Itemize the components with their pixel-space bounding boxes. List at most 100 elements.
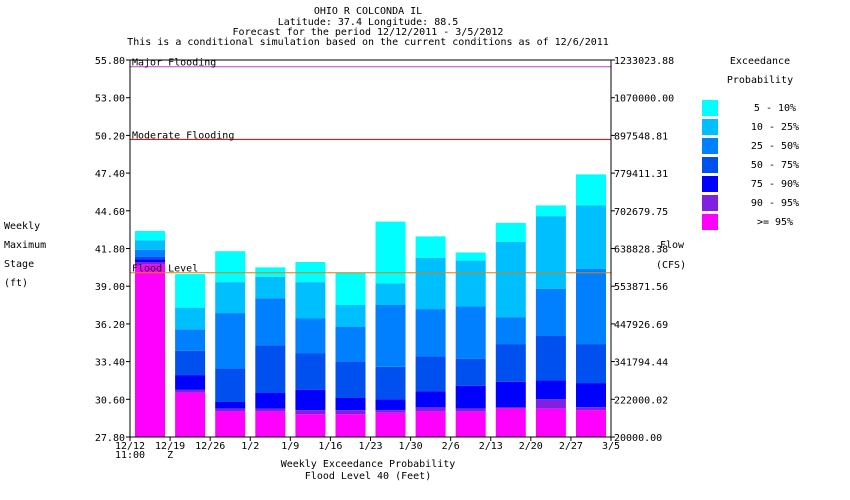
y-tick-label-5: 41.80 [95,245,125,256]
bar-segment-12/12-1 [135,240,165,250]
bar-segment-1/2-2 [255,298,286,346]
bar-week-1/30 [415,236,446,437]
x-tick-label-10: 2/20 [519,441,543,452]
bar-segment-1/23-0 [375,221,406,284]
legend-label-0: 5 - 10% [754,103,796,114]
bar-segment-2/13-1 [495,241,526,318]
x-tick-label-0: 12/12 [115,441,145,452]
x-axis-sublabel: Flood Level 40 (Feet) [305,471,431,482]
bar-segment-1/9-1 [295,282,326,319]
bar-week-1/9 [295,262,326,437]
bars-group [135,174,606,437]
bar-week-12/19 [175,274,206,437]
bar-segment-2/6-2 [455,306,486,359]
bar-segment-1/23-1 [375,283,406,305]
y-tick-label-0: 27.80 [95,433,125,444]
bar-segment-12/19-6 [175,392,206,437]
bar-segment-2/13-4 [495,381,526,408]
bar-segment-2/20-2 [535,288,566,336]
chart-header: OHIO R COLCONDA IL Latitude: 37.4 Longit… [127,6,609,48]
bar-segment-2/13-0 [495,222,526,242]
y-tick-label-7: 47.40 [95,169,125,180]
bar-segment-12/26-6 [215,411,246,437]
header-line-4: This is a conditional simulation based o… [127,37,609,48]
y-axis-label: Weekly Maximum Stage (ft) [4,221,46,289]
y-tick-label-6: 44.60 [95,207,125,218]
y2-tick-label-7: 779411.31 [614,169,668,180]
bar-segment-1/16-4 [335,398,366,411]
bar-segment-12/12-6 [135,264,165,437]
x-tick-label-2: 12/26 [195,441,225,452]
legend-title-line-2: Probability [727,75,793,86]
legend-swatch-0 [702,100,718,116]
bar-segment-2/27-3 [576,344,606,384]
bar-segment-1/30-1 [415,257,446,310]
x-tick-label-4: 1/9 [281,441,299,452]
bar-segment-12/26-1 [215,282,246,314]
bar-segment-1/2-3 [255,345,286,393]
header-line-2: Latitude: 37.4 Longitude: 88.5 [278,17,459,28]
bar-segment-12/19-0 [175,274,206,308]
bar-week-12/26 [215,251,246,437]
bar-segment-12/12-4 [135,259,165,262]
bar-segment-2/6-4 [455,385,486,409]
bar-segment-1/16-2 [335,326,366,362]
bar-segment-1/9-6 [295,414,326,437]
y-tick-label-10: 55.80 [95,56,125,67]
bar-segment-12/26-2 [215,313,246,369]
bar-segment-1/23-2 [375,305,406,367]
bar-week-2/27 [576,174,606,437]
bar-week-2/20 [535,205,566,437]
bar-segment-1/2-4 [255,392,286,409]
bar-segment-2/27-5 [576,407,606,411]
y2-tick-label-6: 702679.75 [614,207,668,218]
bar-segment-2/27-6 [576,410,606,437]
legend-label-5: 90 - 95% [751,198,799,209]
y2-tick-label-5: 638828.38 [614,245,668,256]
bar-segment-2/27-1 [576,205,606,269]
legend-label-6: >= 95% [757,217,793,228]
x-second-sublabel: Z [167,450,173,461]
bar-segment-1/30-5 [415,407,446,412]
bar-segment-1/2-6 [255,411,286,437]
bar-segment-12/12-2 [135,249,165,257]
y-label-line-4: (ft) [4,278,28,289]
x-tick-label-9: 2/13 [479,441,503,452]
bar-segment-1/23-4 [375,399,406,411]
legend-label-3: 50 - 75% [751,160,799,171]
threshold-label-2: Flood Level [132,264,198,275]
bar-segment-2/20-6 [535,408,566,437]
left-axis: 27.80 30.60 33.40 36.20 39.00 41.80 44.60 47.40… [95,56,130,444]
legend-swatch-5 [702,195,718,211]
bar-segment-1/2-1 [255,276,286,299]
y2-tick-label-9: 1070000.00 [614,94,674,105]
bar-segment-1/30-0 [415,236,446,258]
bar-segment-1/2-5 [255,408,286,412]
right-axis: 20000.00 222000.02 341794.44 447926.69 55387… [611,56,674,444]
bar-segment-2/13-6 [495,408,526,437]
y2-tick-label-2: 341794.44 [614,358,668,369]
legend-swatch-4 [702,176,718,192]
bar-segment-2/20-5 [535,399,566,409]
bar-segment-1/9-4 [295,389,326,411]
bar-week-1/16 [335,272,366,437]
x-tick-label-6: 1/23 [358,441,382,452]
y-label-line-2: Maximum [4,240,46,251]
bar-segment-1/16-0 [335,272,366,305]
header-line-1: OHIO R COLCONDA IL [314,6,422,17]
legend-label-4: 75 - 90% [751,179,799,190]
bar-segment-1/9-2 [295,318,326,354]
threshold-label-1: Moderate Flooding [132,130,234,141]
bar-segment-2/20-4 [535,380,566,400]
bar-segment-1/16-3 [335,361,366,398]
bar-week-2/6 [455,252,486,437]
x-tick-label-11: 2/27 [559,441,583,452]
bar-week-12/12 [135,231,165,437]
bar-segment-1/16-5 [335,410,366,415]
bar-segment-1/30-6 [415,411,446,437]
legend-label-2: 25 - 50% [751,141,799,152]
bar-segment-2/13-5 [495,407,526,409]
bar-segment-2/6-3 [455,358,486,386]
bar-segment-1/9-3 [295,353,326,390]
y-tick-label-4: 39.00 [95,282,125,293]
